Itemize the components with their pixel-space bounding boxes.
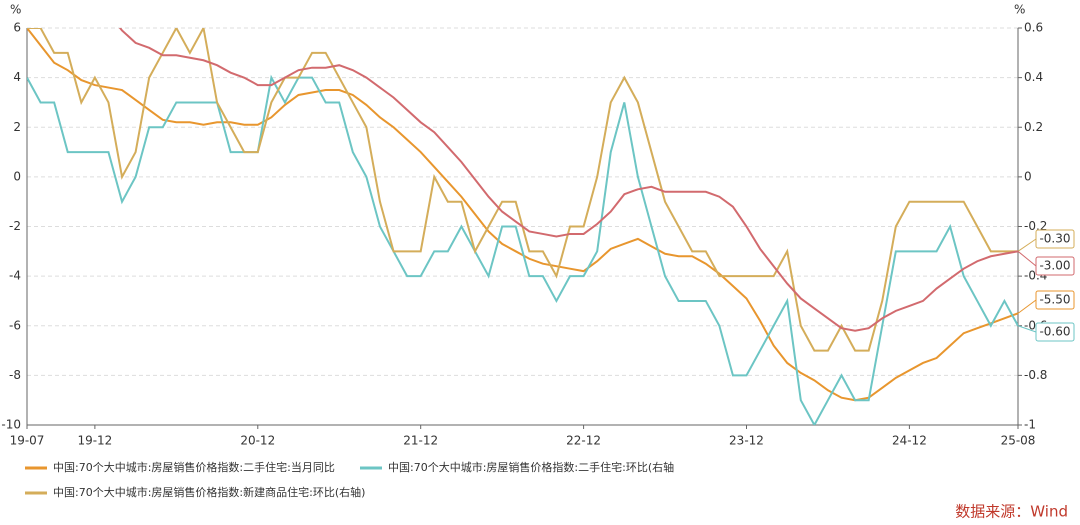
series-line xyxy=(27,74,1018,425)
x-tick-label: 20-12 xyxy=(240,434,275,448)
label-box xyxy=(1035,229,1075,249)
series-line xyxy=(118,28,1018,332)
x-tick-label: 23-12 xyxy=(729,434,764,448)
label-leader xyxy=(1017,299,1037,314)
x-tick-label: 24-12 xyxy=(892,434,927,448)
y2-tick-label: 0.6 xyxy=(1024,21,1043,35)
label-leader xyxy=(1017,325,1037,333)
x-tick-label: 25-08 xyxy=(1001,434,1036,448)
y2-tick-label: 0.2 xyxy=(1024,120,1043,134)
x-tick-label: 19-07 xyxy=(10,434,45,448)
y-tick-label: -2 xyxy=(9,219,21,233)
y-tick-label: -6 xyxy=(9,318,21,332)
y2-tick-label: -1 xyxy=(1024,418,1036,432)
label-leader xyxy=(1017,250,1037,267)
y-tick-label: 0 xyxy=(13,169,21,183)
y2-tick-label: 0.4 xyxy=(1024,70,1043,84)
y-tick-label: 6 xyxy=(13,21,21,35)
label-box xyxy=(1035,322,1075,342)
y-tick-label: 4 xyxy=(13,70,21,84)
value-label: -0.30 xyxy=(1039,232,1070,246)
series-line xyxy=(27,28,1018,352)
y2-tick-label: 0 xyxy=(1024,169,1032,183)
legend-label: 中国:70个大中城市:房屋销售价格指数:新建商品住宅:环比(右轴) xyxy=(53,485,365,499)
value-label: -3.00 xyxy=(1039,259,1070,273)
y-tick-label: -8 xyxy=(9,368,21,382)
y-tick-label: 2 xyxy=(13,120,21,134)
source: 数据来源：Wind xyxy=(955,503,1068,521)
label-leader xyxy=(1017,238,1037,252)
y-tick-label: -10 xyxy=(1,418,21,432)
x-tick-label: 21-12 xyxy=(403,434,438,448)
value-label: -5.50 xyxy=(1039,293,1070,307)
y2-tick-label: -0.8 xyxy=(1024,368,1047,382)
x-tick-label: 19-12 xyxy=(77,434,112,448)
legend-label: 中国:70个大中城市:房屋销售价格指数:二手住宅:当月同比 xyxy=(53,460,335,474)
label-box xyxy=(1035,256,1075,276)
x-tick-label: 22-12 xyxy=(566,434,601,448)
y2-unit: % xyxy=(1014,3,1025,17)
legend-label: 中国:70个大中城市:房屋销售价格指数:二手住宅:环比(右轴 xyxy=(388,460,674,474)
y-unit: % xyxy=(10,3,21,17)
plot-area xyxy=(27,28,1018,425)
value-label: -0.60 xyxy=(1039,325,1070,339)
label-box xyxy=(1035,290,1075,310)
y-tick-label: -4 xyxy=(9,269,21,283)
